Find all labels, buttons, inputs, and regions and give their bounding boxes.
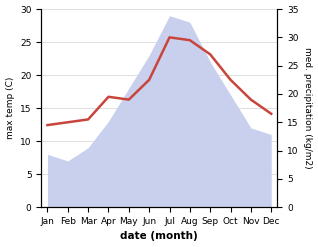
Y-axis label: max temp (C): max temp (C) <box>5 77 15 139</box>
X-axis label: date (month): date (month) <box>121 231 198 242</box>
Y-axis label: med. precipitation (kg/m2): med. precipitation (kg/m2) <box>303 47 313 169</box>
